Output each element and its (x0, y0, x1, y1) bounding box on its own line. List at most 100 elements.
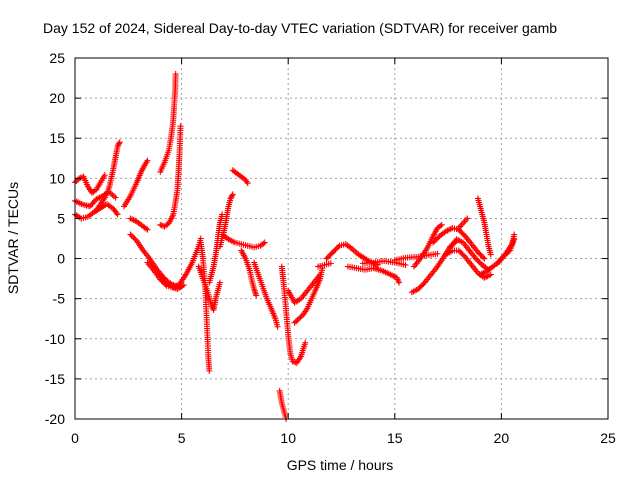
data-point (327, 251, 334, 258)
data-point (131, 235, 138, 242)
data-point (293, 318, 300, 325)
data-point (419, 282, 426, 289)
data-point (416, 284, 423, 291)
series-arc-rise-2h (93, 139, 123, 214)
series-arc-18h-hi (455, 215, 471, 232)
data-point (86, 203, 93, 210)
series-arc-8h-slide (238, 247, 260, 299)
data-point (475, 258, 482, 265)
data-point (430, 239, 437, 246)
y-axis-label: SDTVAR / TECUs (5, 182, 21, 294)
series-arc-4h-low (155, 269, 187, 293)
data-point (487, 271, 494, 278)
series-arc-11h-flat (315, 260, 334, 270)
series-arc-14h-flat (359, 257, 409, 268)
data-point (90, 199, 97, 206)
data-point (144, 226, 151, 233)
data-point (474, 256, 481, 263)
series-arc-10h-mid (285, 271, 324, 306)
data-point (333, 245, 340, 252)
data-point (88, 201, 95, 208)
data-point (458, 229, 465, 236)
data-point (460, 252, 467, 259)
data-point (229, 192, 236, 199)
x-tick-label: 10 (280, 430, 296, 446)
data-point (327, 260, 334, 267)
x-axis-label: GPS time / hours (287, 457, 394, 473)
data-point (431, 238, 438, 245)
data-point (437, 222, 444, 229)
data-point (295, 315, 302, 322)
y-tick-label: 0 (57, 251, 65, 267)
data-point (261, 239, 268, 246)
series-arc-5h-rise (157, 123, 184, 230)
series-arc-3h-down (127, 215, 151, 233)
data-point (129, 234, 136, 241)
data-point (457, 248, 464, 255)
y-tick-label: 20 (49, 90, 65, 106)
data-point (329, 249, 336, 256)
data-point (216, 279, 223, 286)
data-point (274, 323, 281, 330)
data-point (476, 250, 483, 257)
series-arc-20h-end (494, 236, 518, 267)
data-point (504, 250, 511, 257)
data-point (244, 180, 251, 187)
y-tick-label: 25 (49, 50, 65, 66)
data-point (477, 251, 484, 258)
data-point (455, 225, 462, 232)
data-point (127, 231, 134, 238)
x-axis-ticks: 0 5 10 15 20 25 (71, 58, 616, 446)
series-arc-10h-plunge (276, 387, 290, 422)
y-tick-label: 15 (49, 130, 65, 146)
y-tick-label: -20 (45, 411, 65, 427)
data-point (478, 252, 485, 259)
data-point (260, 240, 267, 247)
data-point (502, 251, 509, 258)
y-tick-label: -5 (53, 291, 66, 307)
data-point (114, 143, 121, 150)
data-point (73, 178, 80, 185)
data-point (302, 339, 309, 346)
data-point (114, 211, 121, 218)
data-point (331, 247, 338, 254)
data-point (417, 283, 424, 290)
data-point (501, 252, 508, 259)
data-point (323, 255, 330, 262)
data-point (498, 255, 505, 262)
data-point (460, 231, 467, 238)
data-point (128, 232, 135, 239)
data-point (332, 246, 339, 253)
series-arc-12h-hump (323, 241, 381, 268)
series-arc-19h-peak (474, 195, 494, 258)
data-point (180, 282, 187, 289)
series-arc-6h-dip (195, 263, 223, 313)
x-tick-label: 20 (494, 430, 510, 446)
series-arc-7h-hi (229, 167, 251, 187)
data-point (396, 279, 403, 286)
data-point (101, 172, 108, 179)
data-point (116, 140, 123, 147)
plot-frame (74, 57, 609, 420)
series-arc-17h-band (430, 225, 488, 262)
data-point (481, 255, 488, 262)
series-arc-spike-5h (157, 71, 179, 175)
data-point (432, 236, 439, 243)
data-point (476, 259, 483, 266)
data-point (144, 157, 151, 164)
data-point (402, 261, 409, 268)
data-point (459, 230, 466, 237)
series-arc-10h-trough (278, 263, 309, 366)
y-tick-label: -15 (45, 371, 65, 387)
data-point (505, 248, 512, 255)
data-point (434, 235, 441, 242)
data-point (335, 244, 342, 251)
y-tick-label: -10 (45, 331, 65, 347)
data-point (487, 251, 494, 258)
data-point (116, 139, 123, 146)
data-point (115, 141, 122, 148)
data-point (228, 194, 235, 201)
y-tick-label: 10 (49, 170, 65, 186)
y-tick-label: 5 (57, 210, 65, 226)
